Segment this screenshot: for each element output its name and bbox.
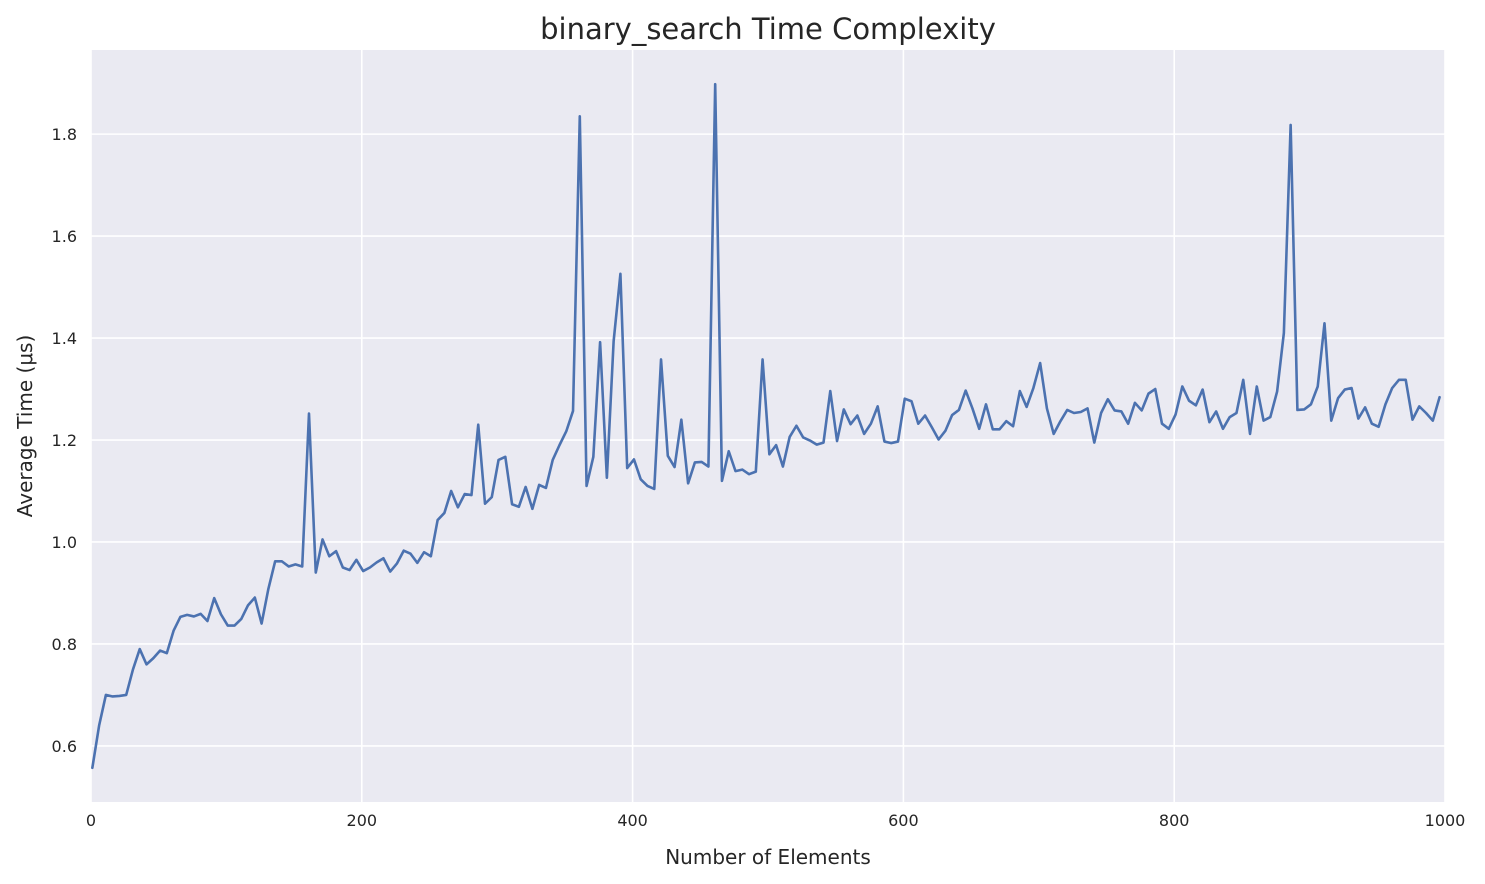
x-axis-ticks: 0 200 400 600 800 1000 (86, 811, 1465, 830)
y-tick-label: 1.6 (52, 227, 77, 246)
y-axis-ticks: 0.6 0.8 1.0 1.2 1.4 1.6 1.8 (52, 125, 77, 756)
y-tick-label: 1.0 (52, 533, 77, 552)
y-tick-label: 1.2 (52, 431, 77, 450)
x-axis-label: Number of Elements (665, 845, 871, 869)
y-tick-label: 0.8 (52, 635, 77, 654)
y-tick-label: 1.4 (52, 329, 77, 348)
chart-title: binary_search Time Complexity (540, 12, 996, 46)
x-tick-label: 800 (1159, 811, 1190, 830)
series-line (91, 82, 1441, 770)
y-tick-label: 0.6 (52, 737, 77, 756)
x-tick-label: 0 (86, 811, 96, 830)
x-tick-label: 1000 (1425, 811, 1466, 830)
y-tick-label: 1.8 (52, 125, 77, 144)
y-axis-label: Average Time (μs) (13, 335, 37, 518)
x-tick-label: 400 (617, 811, 648, 830)
x-tick-label: 600 (888, 811, 919, 830)
x-tick-label: 200 (347, 811, 378, 830)
